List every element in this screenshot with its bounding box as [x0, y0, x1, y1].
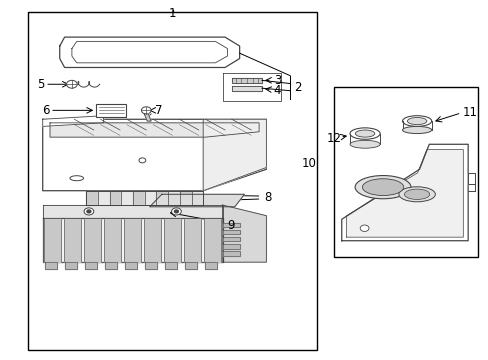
- Polygon shape: [45, 262, 57, 269]
- Polygon shape: [110, 191, 121, 205]
- Polygon shape: [42, 116, 103, 126]
- Polygon shape: [98, 191, 110, 205]
- Ellipse shape: [404, 189, 429, 199]
- Polygon shape: [222, 205, 266, 262]
- Circle shape: [66, 80, 77, 88]
- Ellipse shape: [398, 187, 434, 202]
- Polygon shape: [143, 219, 161, 262]
- Polygon shape: [60, 37, 239, 67]
- Polygon shape: [349, 134, 379, 144]
- Polygon shape: [168, 191, 180, 205]
- Text: 5: 5: [37, 78, 44, 91]
- Circle shape: [360, 225, 368, 231]
- Polygon shape: [203, 119, 266, 191]
- Polygon shape: [85, 262, 97, 269]
- Polygon shape: [145, 262, 157, 269]
- Polygon shape: [222, 230, 239, 234]
- Polygon shape: [163, 219, 181, 262]
- Polygon shape: [125, 262, 137, 269]
- Ellipse shape: [402, 126, 431, 134]
- Text: 2: 2: [293, 81, 301, 94]
- Text: 12: 12: [326, 132, 341, 145]
- Text: 8: 8: [264, 192, 271, 204]
- Polygon shape: [123, 219, 141, 262]
- Polygon shape: [105, 262, 117, 269]
- Polygon shape: [191, 191, 203, 205]
- FancyBboxPatch shape: [96, 104, 126, 117]
- Polygon shape: [180, 191, 191, 205]
- Ellipse shape: [354, 176, 410, 199]
- Polygon shape: [183, 219, 201, 262]
- Polygon shape: [346, 150, 462, 237]
- Text: 10: 10: [301, 157, 316, 170]
- Circle shape: [171, 208, 181, 215]
- Polygon shape: [121, 191, 133, 205]
- Polygon shape: [232, 78, 261, 83]
- Polygon shape: [86, 191, 98, 205]
- Polygon shape: [50, 123, 259, 137]
- Polygon shape: [103, 219, 121, 262]
- Ellipse shape: [402, 116, 431, 126]
- Text: 4: 4: [273, 84, 281, 97]
- Circle shape: [87, 210, 91, 213]
- Polygon shape: [42, 217, 222, 262]
- Circle shape: [139, 158, 145, 163]
- Polygon shape: [467, 173, 474, 184]
- Text: 1: 1: [168, 7, 176, 20]
- Bar: [28, 12, 317, 350]
- Ellipse shape: [349, 128, 379, 139]
- Polygon shape: [402, 121, 431, 130]
- Polygon shape: [204, 262, 217, 269]
- Polygon shape: [63, 219, 81, 262]
- Ellipse shape: [362, 179, 403, 195]
- Polygon shape: [341, 144, 467, 241]
- Polygon shape: [42, 205, 222, 217]
- Polygon shape: [133, 191, 144, 205]
- Text: 11: 11: [462, 105, 477, 119]
- Polygon shape: [43, 219, 61, 262]
- Ellipse shape: [355, 130, 374, 137]
- Polygon shape: [222, 237, 239, 242]
- Ellipse shape: [407, 117, 426, 125]
- Text: 7: 7: [154, 104, 162, 117]
- Polygon shape: [232, 86, 261, 91]
- Polygon shape: [149, 194, 244, 207]
- Circle shape: [84, 208, 94, 215]
- Polygon shape: [42, 119, 266, 191]
- Polygon shape: [184, 262, 197, 269]
- Bar: [334, 87, 477, 257]
- Polygon shape: [222, 244, 239, 249]
- Ellipse shape: [349, 140, 379, 148]
- Polygon shape: [65, 262, 77, 269]
- Text: 9: 9: [227, 219, 235, 232]
- Polygon shape: [144, 114, 151, 121]
- Polygon shape: [203, 219, 221, 262]
- Polygon shape: [156, 191, 168, 205]
- Polygon shape: [222, 251, 239, 256]
- Circle shape: [141, 107, 151, 114]
- Text: 6: 6: [41, 104, 49, 117]
- Polygon shape: [83, 219, 101, 262]
- Polygon shape: [144, 191, 156, 205]
- Polygon shape: [222, 223, 239, 227]
- Text: 3: 3: [273, 74, 281, 87]
- Circle shape: [174, 210, 178, 213]
- Polygon shape: [165, 262, 177, 269]
- Ellipse shape: [70, 176, 83, 181]
- Polygon shape: [222, 73, 281, 102]
